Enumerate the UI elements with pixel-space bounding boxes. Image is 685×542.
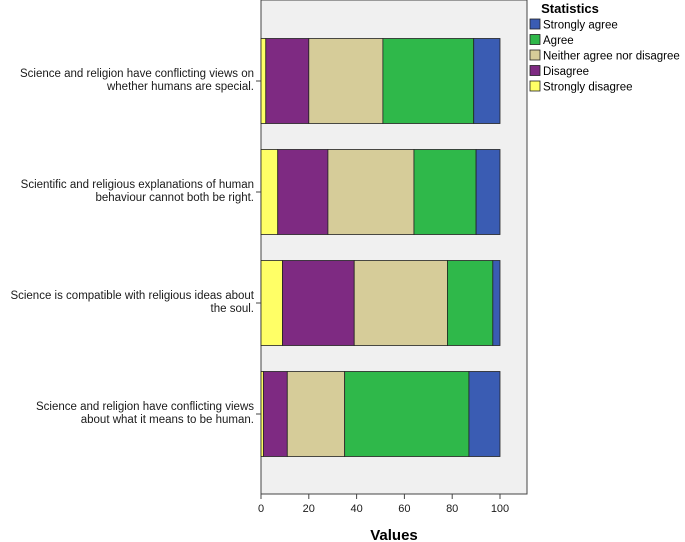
legend-swatch-agree [529,34,541,45]
bar-segment-strongly-agree-2 [492,260,501,346]
bar-segment-strongly-agree-0 [473,38,501,124]
x-tick-label-20: 20 [303,503,315,515]
bar-segment-strongly-disagree-1 [260,149,279,235]
legend-title: Statistics [541,1,599,16]
category-label-3: Science and religion have conflicting vi… [36,401,254,426]
bar-segment-agree-3 [344,371,470,457]
category-label-0: Science and religion have conflicting vi… [20,68,254,93]
bars-group [260,38,501,457]
bar-segment-agree-1 [413,149,477,235]
bar-segment-strongly-disagree-0 [260,38,267,124]
bar-segment-strongly-agree-3 [468,371,501,457]
x-tick-label-0: 0 [258,503,264,515]
bar-segment-neither-agree-nor-disagree-1 [327,149,415,235]
legend-label-strongly-agree: Strongly agree [543,20,618,32]
legend-swatch-strongly-agree [529,18,541,30]
bar-segment-strongly-agree-1 [475,149,501,235]
x-tick-label-40: 40 [350,503,362,515]
x-tick-label-100: 100 [491,503,509,515]
legend-label-disagree: Disagree [543,66,589,78]
legend-label-neither-agree-nor-disagree: Neither agree nor disagree [543,51,680,63]
x-tick-label-80: 80 [446,503,458,515]
bar-segment-strongly-disagree-2 [260,260,283,346]
legend: Statistics Strongly agree Agree Neither agr… [529,1,680,94]
bar-segment-agree-0 [382,38,475,124]
bar-segment-neither-agree-nor-disagree-2 [353,260,448,346]
x-tick-label-60: 60 [398,503,410,515]
x-axis: 0 20 40 60 80 100 [258,494,509,515]
legend-swatch-disagree [529,65,541,76]
bar-segment-disagree-0 [265,38,310,124]
bar-segment-disagree-3 [262,371,288,457]
bar-segment-agree-2 [447,260,494,346]
bar-segment-neither-agree-nor-disagree-3 [286,371,346,457]
bar-segment-disagree-1 [277,149,329,235]
category-labels: Science and religion have conflicting vi… [10,68,261,426]
bar-segment-neither-agree-nor-disagree-0 [308,38,384,124]
x-axis-title: Values [370,527,418,542]
legend-label-strongly-disagree: Strongly disagree [543,82,633,94]
category-label-1: Scientific and religious explanations of… [21,179,254,204]
category-label-2: Science is compatible with religious ide… [10,290,254,315]
legend-swatch-neither-agree-nor-disagree [529,49,541,61]
legend-swatch-strongly-disagree [529,80,541,92]
legend-label-agree: Agree [543,35,574,47]
bar-segment-disagree-2 [282,260,355,346]
